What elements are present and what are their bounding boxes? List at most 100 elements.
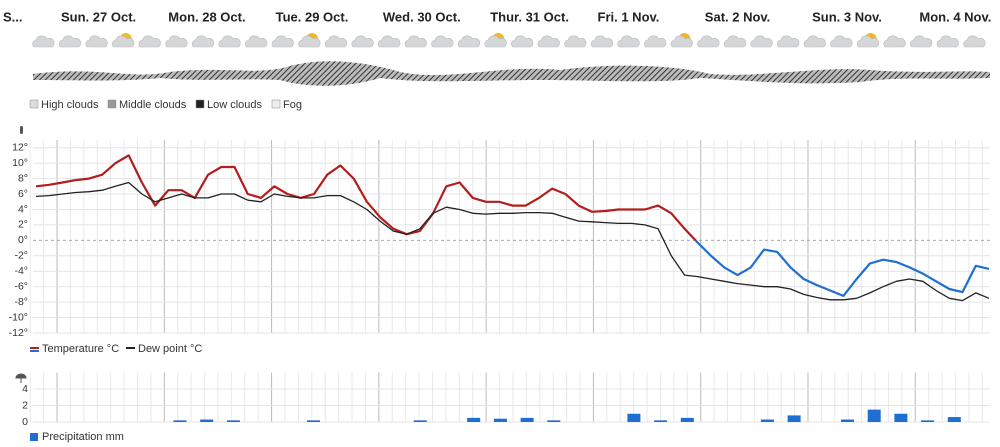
day-label: Sun. 27 Oct. xyxy=(61,9,136,24)
day-label: Wed. 30 Oct. xyxy=(383,9,461,24)
cloud-icon xyxy=(58,35,82,48)
y-tick-label: -10° xyxy=(9,311,28,323)
y-tick-label: 10° xyxy=(12,157,28,169)
precipitation-bar xyxy=(627,413,641,422)
cloud-icon xyxy=(963,35,986,48)
legend-swatch xyxy=(29,99,39,109)
temperature-chart: 12° 10° 8° 6° 4° 2° 0° -2° -4° -6° -8° -10° -12° Temp… xyxy=(9,140,990,355)
cloud-icon xyxy=(165,35,188,48)
cloud-icon xyxy=(617,35,640,48)
precipitation-bar xyxy=(654,420,668,422)
precipitation-bar xyxy=(200,419,214,422)
cloud-icon xyxy=(404,35,427,48)
cloud-icon xyxy=(750,35,773,48)
precipitation-bar xyxy=(867,409,881,422)
cloud-icon xyxy=(564,35,587,48)
cloud-icon xyxy=(723,35,747,48)
precipitation-bar xyxy=(520,417,534,422)
cloud-icon xyxy=(218,35,241,48)
cloud-icon xyxy=(351,35,374,48)
cloud-icon xyxy=(803,35,826,48)
precipitation-bar xyxy=(467,417,481,422)
precipitation-bar xyxy=(841,419,854,422)
cloud-icon xyxy=(324,35,348,48)
day-label: Mon. 4 Nov. xyxy=(919,9,991,24)
cloud-icon xyxy=(697,35,720,48)
y-tick-label: 12° xyxy=(12,142,28,154)
day-label: Tue. 29 Oct. xyxy=(276,9,349,24)
legend-label: Precipitation mm xyxy=(42,431,124,443)
day-label: Mon. 28 Oct. xyxy=(168,9,245,24)
precipitation-bar xyxy=(787,415,801,422)
cloud-icon xyxy=(883,35,906,48)
precipitation-bar xyxy=(307,420,320,422)
precipitation-bar xyxy=(921,420,935,422)
y-tick-label: -2° xyxy=(14,250,28,262)
legend-label: Temperature °C xyxy=(42,343,119,355)
y-tick-label: -8° xyxy=(14,296,28,308)
cloud-shape xyxy=(33,61,990,86)
cloud-band xyxy=(33,61,990,86)
y-tick-label: 0 xyxy=(22,416,28,428)
legend-swatch xyxy=(107,99,117,109)
y-tick-label: 4 xyxy=(22,383,28,395)
precipitation-bar xyxy=(173,420,187,422)
y-tick-label: 4° xyxy=(18,203,28,215)
y-tick-label: -4° xyxy=(14,265,28,277)
day-label: Sat. 2 Nov. xyxy=(705,9,771,24)
cloud-icon xyxy=(777,35,800,48)
cloud-icon xyxy=(590,35,614,48)
legend-label: Low clouds xyxy=(207,99,263,111)
cloud-icon xyxy=(271,35,294,48)
legend-swatch xyxy=(195,99,205,109)
cloud-icon xyxy=(245,35,268,48)
y-tick-label: 8° xyxy=(18,172,28,184)
precipitation-chart: 0 2 4 Precipitation mm xyxy=(22,372,990,443)
cloud-icon xyxy=(644,35,667,48)
precipitation-bar xyxy=(760,419,774,422)
cloud-icon xyxy=(378,35,401,48)
cloud-icon xyxy=(431,35,454,48)
cloud-icon xyxy=(457,35,481,48)
cloud-icon xyxy=(856,35,880,48)
precipitation-bar xyxy=(547,420,561,422)
y-tick-label: 6° xyxy=(18,188,28,200)
legend-swatch xyxy=(30,433,38,441)
cloud-icon xyxy=(936,35,959,48)
legend-label: Middle clouds xyxy=(119,99,187,111)
y-tick-label: 2° xyxy=(18,219,28,231)
cloud-icon xyxy=(298,35,321,48)
precipitation-bar xyxy=(894,413,908,422)
precipitation-bar xyxy=(947,417,961,422)
precipitation-bar xyxy=(413,420,427,422)
legend-swatch xyxy=(271,99,281,109)
day-label: Fri. 1 Nov. xyxy=(598,9,660,24)
y-tick-label: 2 xyxy=(22,399,28,411)
cloud-icon xyxy=(112,35,135,48)
cloud-icon xyxy=(511,35,534,48)
day-label: S... xyxy=(3,9,23,24)
cloud-icon xyxy=(910,35,933,48)
legend-label: High clouds xyxy=(41,99,99,111)
cloud-icon xyxy=(138,35,161,48)
y-tick-label: 0° xyxy=(18,234,28,246)
legend-label: Fog xyxy=(283,99,302,111)
legend-label: Dew point °C xyxy=(138,343,202,355)
day-label: Thur. 31 Oct. xyxy=(490,9,569,24)
precipitation-bar xyxy=(226,420,240,422)
cloud-icon xyxy=(670,35,693,48)
thermometer-icon xyxy=(20,126,23,134)
y-tick-label: -6° xyxy=(14,280,28,292)
cloud-icon xyxy=(830,35,853,48)
precipitation-bar xyxy=(493,418,507,422)
y-tick-label: -12° xyxy=(9,327,28,339)
day-label: Sun. 3 Nov. xyxy=(812,9,882,24)
precipitation-bar xyxy=(680,417,694,422)
cloud-icon xyxy=(537,35,560,48)
cloud-icon xyxy=(32,35,55,48)
cloud-icon xyxy=(191,35,215,48)
umbrella-icon xyxy=(15,373,27,383)
